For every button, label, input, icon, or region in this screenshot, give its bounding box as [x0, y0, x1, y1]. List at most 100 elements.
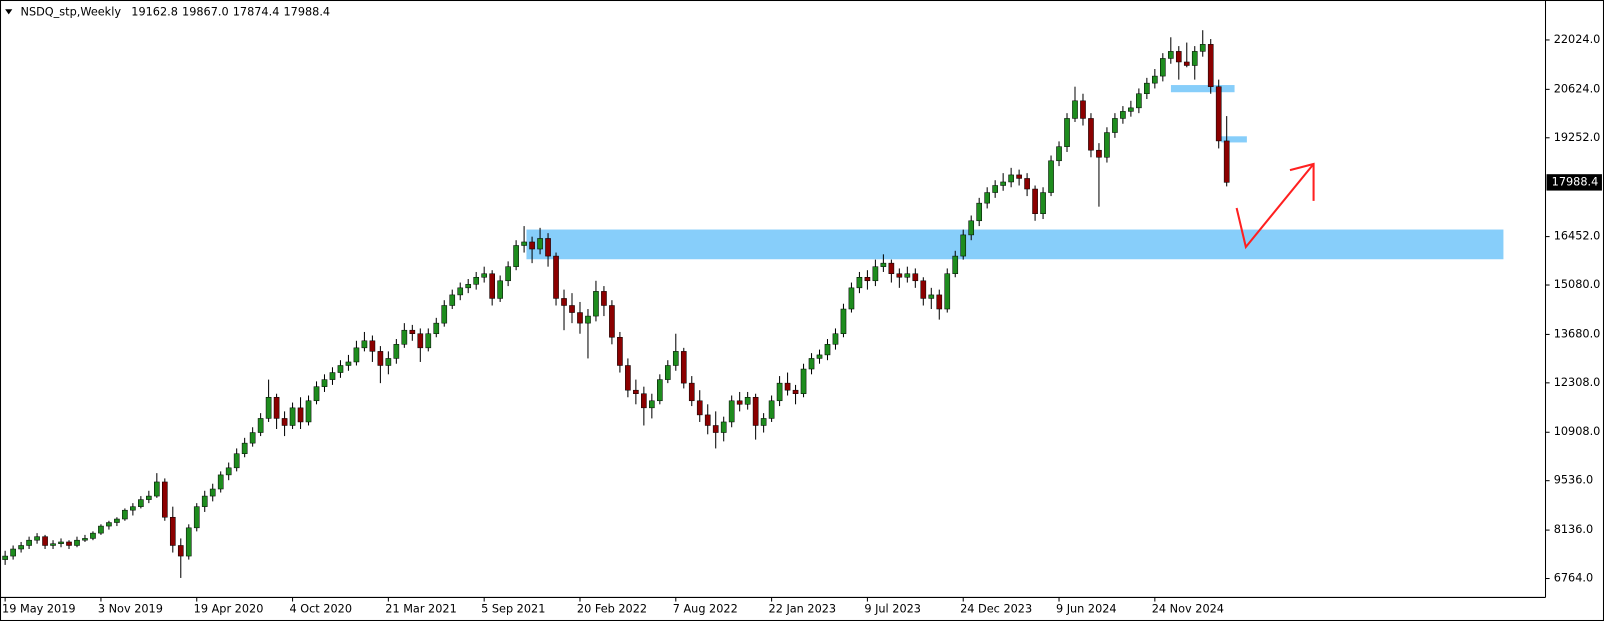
candle-body	[409, 329, 416, 334]
candle-body	[361, 340, 368, 349]
candle-body	[74, 539, 80, 546]
candle-body	[561, 298, 567, 306]
chart-title: NSDQ_stp,Weekly	[21, 5, 122, 18]
x-tick-label: 5 Sep 2021	[481, 603, 545, 616]
candle-body	[936, 294, 943, 310]
candle-body	[34, 536, 40, 541]
candle-body	[90, 532, 96, 539]
x-tick-label: 19 May 2019	[2, 603, 76, 616]
candle-body	[18, 545, 24, 550]
header-value: 19867.0	[182, 5, 229, 18]
x-tick-label: 24 Nov 2024	[1152, 603, 1224, 616]
candle-body	[824, 344, 831, 356]
candle-body	[321, 379, 328, 387]
candle-body	[521, 241, 527, 246]
candle-body	[553, 255, 559, 299]
arrow-path	[1235, 163, 1315, 250]
candle-body	[505, 266, 511, 282]
candle-body	[944, 273, 951, 310]
candle-body	[185, 527, 192, 557]
header-value: 17988.4	[283, 5, 330, 18]
candle-body	[641, 393, 647, 409]
candle-body	[992, 185, 998, 193]
candle-body	[577, 312, 583, 324]
candle-body	[257, 418, 264, 433]
candle-body	[1064, 118, 1070, 147]
candle-body	[1008, 174, 1014, 183]
candle-body	[1040, 192, 1046, 214]
candle-body	[545, 238, 551, 257]
candle-body	[10, 548, 16, 557]
candle-body	[1167, 51, 1174, 59]
candle-body	[840, 308, 847, 334]
candle-body	[353, 347, 360, 363]
candle-body	[864, 277, 871, 282]
candle-body	[880, 262, 887, 267]
candle-body	[696, 400, 703, 416]
candle-body	[1024, 178, 1030, 190]
candle-body	[82, 538, 88, 541]
y-tick-label: 9536.0	[1554, 474, 1593, 487]
candle-body	[704, 414, 711, 426]
candle-body	[146, 495, 152, 500]
y-tick-label: 22024.0	[1554, 33, 1601, 46]
candle-body	[672, 351, 679, 366]
forecast-arrow	[1235, 162, 1315, 250]
candle-body	[114, 518, 120, 523]
candle-body	[106, 522, 112, 527]
price-label-box	[1546, 174, 1602, 191]
candle-body	[26, 539, 32, 546]
y-tick-label: 12308.0	[1554, 376, 1601, 389]
x-tick-label: 9 Jul 2023	[864, 603, 921, 616]
candle-body	[233, 453, 240, 469]
candle-body	[297, 407, 304, 423]
candle-body	[617, 336, 623, 366]
candle-body	[1136, 93, 1142, 109]
candle-body	[449, 294, 456, 306]
candle-body	[401, 329, 408, 345]
candle-body	[1080, 100, 1086, 119]
candle-body	[377, 351, 384, 366]
candle-body	[633, 389, 639, 394]
candle-body	[1215, 86, 1222, 142]
candle-body	[680, 351, 687, 384]
menu-triangle	[5, 9, 13, 15]
candle-body	[728, 400, 735, 423]
candle-body	[465, 284, 472, 289]
candle-body	[98, 525, 104, 534]
candle-body	[1056, 146, 1062, 162]
candle-body	[832, 333, 839, 345]
candle-body	[657, 379, 663, 402]
candle-body	[649, 400, 655, 409]
candle-body	[609, 305, 615, 338]
candle-body	[1048, 160, 1054, 193]
x-tick-label: 24 Dec 2023	[960, 603, 1032, 616]
candle-body	[720, 421, 727, 433]
candle-body	[1175, 51, 1182, 63]
candle-body	[130, 506, 136, 511]
x-tick-label: 7 Aug 2022	[673, 603, 738, 616]
candle-body	[58, 541, 64, 544]
candle-body	[1191, 51, 1198, 66]
candle-body	[768, 400, 775, 419]
candle-body	[209, 488, 216, 497]
candle-body	[601, 291, 607, 306]
candle-body	[161, 481, 168, 518]
y-tick-label: 8136.0	[1554, 523, 1593, 536]
candle-body	[177, 545, 184, 557]
x-tick-label: 20 Feb 2022	[577, 603, 647, 616]
header-value: 19162.8	[131, 5, 178, 18]
y-tick-label: 13680.0	[1554, 327, 1601, 340]
candle-body	[752, 396, 759, 426]
y-tick-label: 16452.0	[1554, 230, 1601, 243]
y-tick-label: 10908.0	[1554, 425, 1601, 438]
candle-body	[736, 400, 743, 405]
candle-body	[1160, 58, 1166, 77]
candle-body	[169, 516, 176, 546]
resistance-zone	[1170, 85, 1235, 93]
candle-body	[273, 396, 280, 419]
candle-body	[122, 509, 128, 520]
y-tick-label: 6764.0	[1554, 572, 1593, 585]
